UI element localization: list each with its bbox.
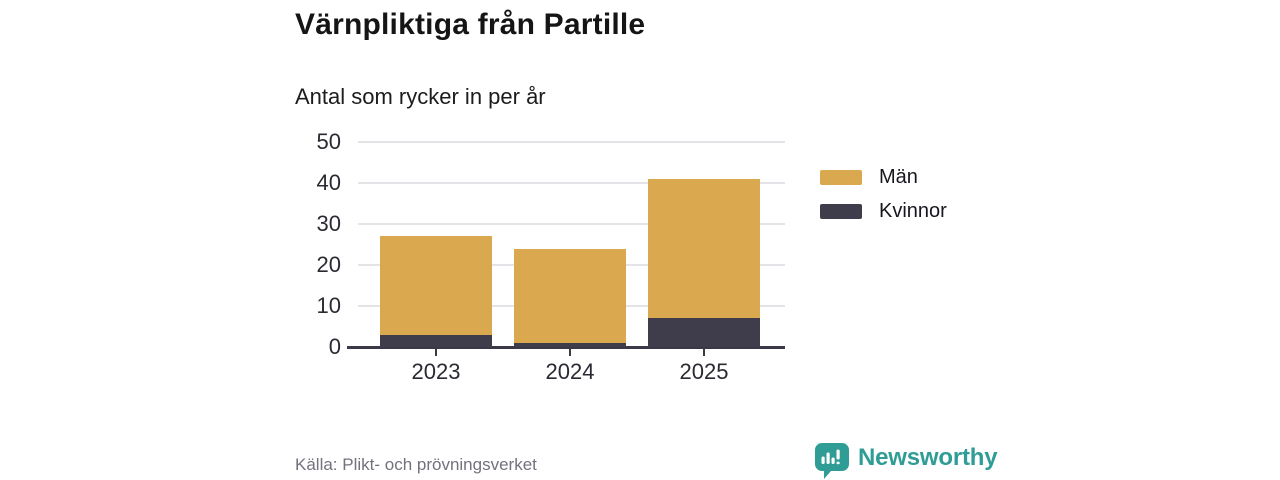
newsworthy-logo-icon xyxy=(815,443,849,479)
gridline xyxy=(358,223,785,225)
legend-swatch-män xyxy=(820,170,862,185)
x-axis-line xyxy=(347,346,785,349)
newsworthy-brand-name: Newsworthy xyxy=(858,444,998,471)
y-tick-label: 30 xyxy=(316,211,341,236)
gridline xyxy=(358,141,785,143)
bar-segment-kvinnor-2023 xyxy=(380,334,492,347)
newsworthy-brand: Newsworthy xyxy=(815,443,998,479)
legend-label: Kvinnor xyxy=(879,200,947,222)
x-axis-tick xyxy=(569,348,571,356)
legend-swatch-kvinnor xyxy=(820,204,862,219)
legend-item-män: Män xyxy=(820,166,947,189)
legend-label: Män xyxy=(879,166,918,188)
x-tick-label-2025: 2025 xyxy=(679,359,729,384)
x-tick-label-2023: 2023 xyxy=(411,359,461,384)
bar-segment-män-2023 xyxy=(380,236,492,335)
y-tick-label: 50 xyxy=(316,129,341,154)
bar-segment-män-2025 xyxy=(648,178,760,319)
bar-segment-kvinnor-2024 xyxy=(514,342,626,347)
y-tick-label: 0 xyxy=(328,334,341,359)
legend: Män Kvinnor xyxy=(820,166,947,234)
source-text: Källa: Plikt- och prövningsverket xyxy=(295,455,537,474)
gridline xyxy=(358,182,785,184)
chart-title: Värnpliktiga från Partille xyxy=(295,8,646,41)
stacked-bar-2025 xyxy=(648,142,760,347)
y-tick-label: 20 xyxy=(316,252,341,277)
bar-segment-män-2024 xyxy=(514,248,626,343)
plot-area: 2023 2024 2025 xyxy=(347,141,785,384)
y-tick-label: 10 xyxy=(316,293,341,318)
chart-subtitle: Antal som rycker in per år xyxy=(295,84,546,109)
x-tick-label-2024: 2024 xyxy=(545,359,595,384)
y-tick-label: 40 xyxy=(316,170,341,195)
bar-segment-kvinnor-2025 xyxy=(648,318,760,347)
stacked-bar-2023 xyxy=(380,142,492,347)
x-axis-tick xyxy=(435,348,437,356)
x-axis-tick xyxy=(703,348,705,356)
legend-item-kvinnor: Kvinnor xyxy=(820,200,947,223)
stacked-bar-2024 xyxy=(514,142,626,347)
